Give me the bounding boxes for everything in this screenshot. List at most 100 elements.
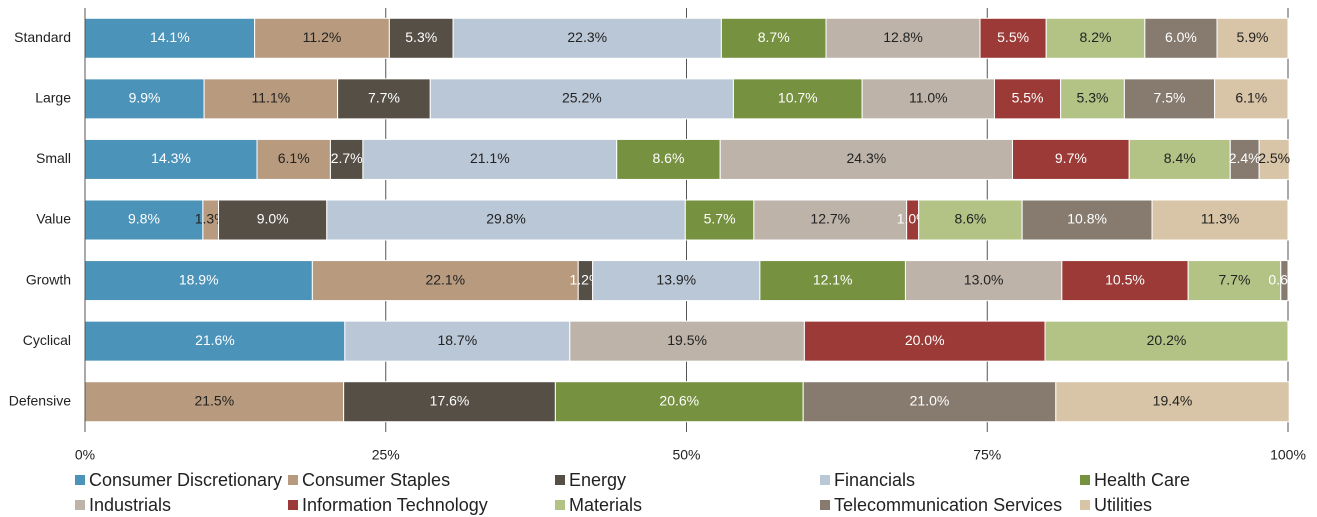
data-label: 29.8% — [486, 211, 526, 227]
data-label: 7.5% — [1154, 90, 1186, 106]
data-label: 8.7% — [758, 29, 790, 45]
legend-swatch — [288, 475, 298, 485]
data-label: 11.3% — [1201, 211, 1240, 227]
legend-swatch — [820, 475, 830, 485]
bar-segment — [993, 78, 1062, 120]
bar-segment — [616, 138, 721, 180]
bar-segment — [569, 320, 805, 362]
data-label: 8.6% — [954, 211, 986, 227]
bar-segment — [1055, 381, 1290, 423]
bar-segment — [825, 17, 981, 59]
data-label: 12.8% — [883, 29, 923, 45]
legend-label: Information Technology — [302, 495, 488, 515]
legend-swatch — [1080, 475, 1090, 485]
data-label: 5.7% — [704, 211, 736, 227]
data-label: 8.4% — [1164, 150, 1196, 166]
data-label: 14.1% — [150, 29, 190, 45]
data-label: 11.1% — [252, 90, 291, 106]
legend-label: Energy — [569, 470, 626, 490]
data-label: 9.7% — [1055, 150, 1087, 166]
data-label: 6.1% — [1235, 90, 1267, 106]
legend-label: Telecommunication Services — [834, 495, 1062, 515]
y-tick-label: Value — [36, 211, 71, 227]
bar-segment — [84, 320, 346, 362]
x-tick-label: 0% — [75, 447, 95, 463]
bar-segment — [861, 78, 995, 120]
legend-label: Industrials — [89, 495, 171, 515]
data-label: 9.8% — [128, 211, 160, 227]
data-label: 8.6% — [652, 150, 684, 166]
data-label: 22.3% — [567, 29, 607, 45]
bar-segment — [1044, 320, 1289, 362]
legend-label: Utilities — [1094, 495, 1152, 515]
bar-segment — [1128, 138, 1231, 180]
bar-segment — [719, 138, 1014, 180]
x-tick-label: 75% — [973, 447, 1001, 463]
data-label: 13.0% — [964, 271, 1004, 287]
data-label: 14.3% — [151, 150, 191, 166]
bar-segment — [1214, 78, 1289, 120]
legend-label: Financials — [834, 470, 915, 490]
bar-segment — [84, 381, 345, 423]
data-label: 5.5% — [1012, 90, 1044, 106]
bar-segment — [684, 199, 755, 241]
bar-segment — [452, 17, 722, 59]
data-label: 12.1% — [813, 271, 853, 287]
bar-segment — [256, 138, 331, 180]
bar-segment — [326, 199, 686, 241]
data-label: 6.0% — [1165, 29, 1197, 45]
data-label: 10.7% — [778, 90, 818, 106]
data-label: 0.6% — [1268, 271, 1300, 287]
bar-segment — [254, 17, 390, 59]
y-tick-label: Small — [36, 150, 71, 166]
bar-segment — [732, 78, 863, 120]
data-label: 10.8% — [1067, 211, 1107, 227]
legend-swatch — [288, 500, 298, 510]
data-label: 5.3% — [1077, 90, 1109, 106]
data-label: 21.5% — [194, 392, 234, 408]
bar-segment — [388, 17, 454, 59]
bar-segment — [84, 17, 256, 59]
x-tick-label: 100% — [1270, 447, 1306, 463]
data-label: 19.4% — [1153, 392, 1193, 408]
data-label: 21.0% — [910, 392, 950, 408]
data-label: 25.2% — [562, 90, 602, 106]
data-label: 5.9% — [1237, 29, 1269, 45]
legend-label: Health Care — [1094, 470, 1190, 490]
data-label: 20.6% — [659, 392, 699, 408]
data-label: 13.9% — [656, 271, 696, 287]
y-tick-label: Cyclical — [23, 332, 71, 348]
data-label: 11.2% — [303, 29, 342, 45]
x-tick-label: 25% — [372, 447, 400, 463]
legend-swatch — [1080, 500, 1090, 510]
bar-segment — [343, 381, 556, 423]
legend-swatch — [75, 500, 85, 510]
legend-swatch — [555, 475, 565, 485]
data-label: 21.6% — [195, 332, 235, 348]
bar-segment — [1061, 260, 1189, 302]
data-label: 6.1% — [278, 150, 310, 166]
data-label: 9.9% — [129, 90, 161, 106]
x-tick-label: 50% — [672, 447, 700, 463]
bar-segment — [1258, 138, 1290, 180]
bar-segment — [753, 199, 908, 241]
data-label: 9.0% — [257, 211, 289, 227]
y-tick-label: Growth — [26, 271, 71, 287]
bar-segment — [1229, 138, 1260, 180]
y-tick-label: Standard — [14, 29, 71, 45]
bar-segment — [1021, 199, 1153, 241]
data-label: 10.5% — [1105, 271, 1145, 287]
data-label: 21.1% — [470, 150, 510, 166]
legend-swatch — [75, 475, 85, 485]
data-label: 2.5% — [1258, 150, 1290, 166]
data-label: 11.0% — [909, 90, 948, 106]
data-label: 24.3% — [846, 150, 886, 166]
data-label: 7.7% — [1219, 271, 1251, 287]
bar-segment — [218, 199, 328, 241]
y-tick-label: Large — [35, 90, 71, 106]
bar-segment — [1151, 199, 1289, 241]
legend-swatch — [820, 500, 830, 510]
bar-segment — [554, 381, 804, 423]
bar-segment — [329, 138, 364, 180]
